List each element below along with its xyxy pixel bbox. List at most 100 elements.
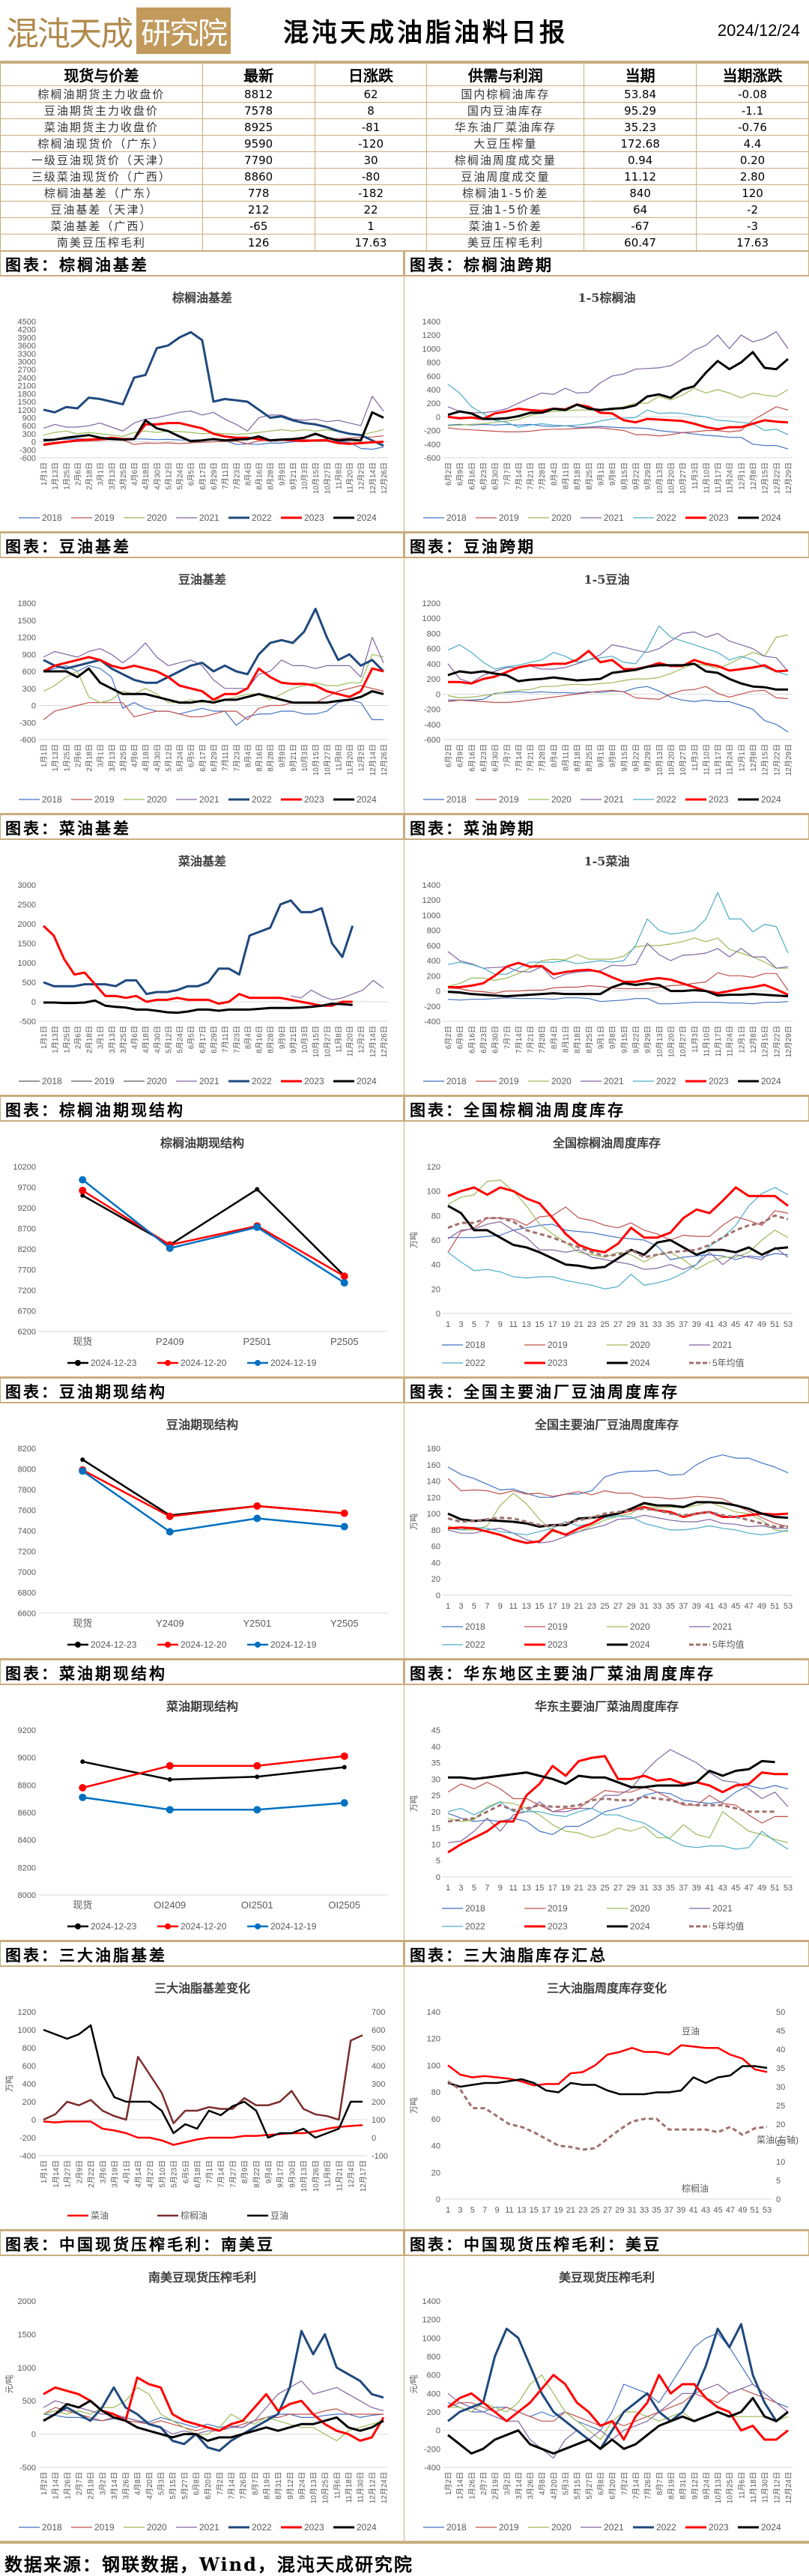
legend-label: 2024-12-20: [181, 1358, 227, 1368]
x-tick-label: 2月22日: [87, 2160, 96, 2188]
data-point: [166, 1528, 174, 1536]
x-tick-label: P2409: [156, 1336, 184, 1347]
legend-label: 2024-12-19: [270, 1921, 317, 1932]
legend-label: 2019: [499, 2522, 519, 2533]
series-line-2022: [447, 1801, 789, 1850]
y-tick-label: 1500: [18, 617, 36, 626]
row-label-supply: 豆油1-5价差: [426, 201, 585, 218]
row-current: 11.12: [584, 168, 697, 185]
series-line-2021: [447, 1514, 788, 1544]
x-tick-label: 12月22日: [772, 1026, 781, 1057]
y-tick-label: 7200: [18, 1287, 36, 1295]
y-tick-label: 80: [431, 2088, 440, 2097]
y-tick-label: 1200: [18, 634, 36, 643]
legend-item: 2018: [442, 1903, 485, 1914]
chart-panel-title: 图表：中国现货压榨毛利：美豆: [404, 2231, 809, 2256]
legend-label: 2019: [499, 1076, 519, 1086]
row-label-spot: 菜油期货主力收盘价: [0, 118, 203, 136]
legend-item: 5年均值: [689, 1920, 745, 1932]
row-current-change: 4.4: [696, 135, 809, 152]
legend-item: 2019: [524, 1903, 568, 1914]
y-tick-label: 40: [431, 1558, 440, 1567]
legend-item: 菜油: [67, 2210, 109, 2221]
x-tick-label: 1月14日: [456, 2472, 465, 2500]
x-tick-label: 49: [757, 1602, 766, 1611]
y-tick-label: 8200: [18, 1245, 36, 1254]
data-point: [253, 1762, 261, 1770]
x-tick-label: 8月22日: [252, 2160, 261, 2188]
series-line-2024: [447, 351, 789, 420]
x-tick-label: 1月1日: [40, 462, 49, 486]
x-tick-label: 1: [446, 1320, 450, 1329]
series-line-2024: [447, 1501, 789, 1528]
legend-item: 2024-12-19: [247, 1639, 317, 1650]
row-current: 840: [584, 184, 697, 202]
series-line-2024: [43, 667, 384, 704]
x-tick-label: 3: [458, 1320, 463, 1329]
x-tick-label: 47: [744, 1884, 753, 1893]
row-daily-change: 8: [314, 102, 428, 119]
x-tick-label: 7月26日: [643, 2472, 652, 2500]
logo-text: 混沌天成: [6, 14, 133, 53]
x-tick-label: 27: [613, 1602, 622, 1611]
x-tick-label: 45: [713, 2206, 722, 2215]
chart-c2: 1-5棕榈油 -600 -400 -200 0 200 400 600 800 1000 1200 1…: [422, 291, 793, 523]
x-tick-label: 12月4日: [347, 2160, 356, 2188]
x-tick-label: 10月27日: [679, 744, 688, 775]
legend-label: 2022: [465, 1639, 485, 1650]
legend-marker: [75, 1923, 81, 1929]
x-tick-label: 11月24日: [726, 1026, 735, 1057]
row-daily-change: -120: [314, 135, 428, 152]
data-point: [166, 1512, 174, 1520]
legend-item: 2020: [528, 513, 572, 523]
x-tick-label: 11月6日: [737, 2472, 746, 2499]
y-axis-label: 万吨: [409, 2097, 419, 2114]
legend-label: 2020: [147, 794, 167, 805]
legend-label: 2019: [94, 2522, 115, 2533]
x-tick-label: 5: [472, 1884, 476, 1893]
row-current: 95.29: [584, 102, 697, 119]
x-tick-label: 39: [692, 1320, 701, 1329]
y-tick-label: 900: [22, 414, 36, 423]
row-latest: 9590: [202, 135, 315, 152]
x-tick-label: 5: [470, 2206, 475, 2215]
x-tick-label: 7月11日: [221, 744, 230, 771]
legend-label: 2020: [551, 513, 572, 523]
x-tick-label: OI2409: [154, 1899, 186, 1911]
legend-label: 2019: [94, 1076, 115, 1086]
legend-item: 2021: [689, 1621, 733, 1632]
y-tick-label: 6600: [18, 1609, 36, 1618]
legend-label: 2021: [712, 1621, 733, 1632]
legend-label: 2020: [147, 2522, 167, 2533]
x-tick-label: 7月27日: [228, 2160, 237, 2188]
x-tick-label: 6月16日: [467, 462, 476, 490]
y-tick-label: 600: [427, 372, 440, 381]
x-tick-label: 7月14日: [227, 2472, 236, 2500]
legend-marker: [165, 1642, 171, 1648]
legend-label: 2022: [252, 513, 272, 523]
legend-item: 2024-12-20: [157, 1358, 227, 1368]
x-tick-label: 23: [587, 1320, 596, 1329]
y-tick-label: 6700: [18, 1307, 36, 1316]
legend-marker: [75, 1642, 81, 1648]
x-tick-label: 29: [615, 2206, 624, 2215]
y-tick-label: 180: [427, 1445, 440, 1454]
legend-item: 2021: [176, 1076, 219, 1086]
series-line-2023: [447, 403, 789, 431]
x-tick-label: 7月23日: [232, 744, 241, 772]
series-line-2022: [447, 1187, 789, 1289]
x-tick-label: 4月8日: [538, 2472, 547, 2495]
row-current: 35.23: [584, 118, 697, 136]
y-tick-label: 200: [22, 2098, 36, 2107]
x-tick-label: 27: [613, 1884, 622, 1893]
x-tick-label: 7月7日: [503, 462, 512, 486]
y-tick-label: 3300: [18, 350, 36, 359]
x-tick-label: 5: [472, 1602, 476, 1611]
series-line-2024-12-20: [82, 1189, 345, 1278]
x-tick-label: 6月2日: [444, 744, 453, 767]
legend-item: 2024: [738, 513, 781, 523]
chart-panel-title: 图表：菜油跨期: [404, 814, 809, 840]
x-tick-label: 7月1日: [205, 2160, 214, 2183]
legend-label: 2021: [604, 513, 624, 523]
